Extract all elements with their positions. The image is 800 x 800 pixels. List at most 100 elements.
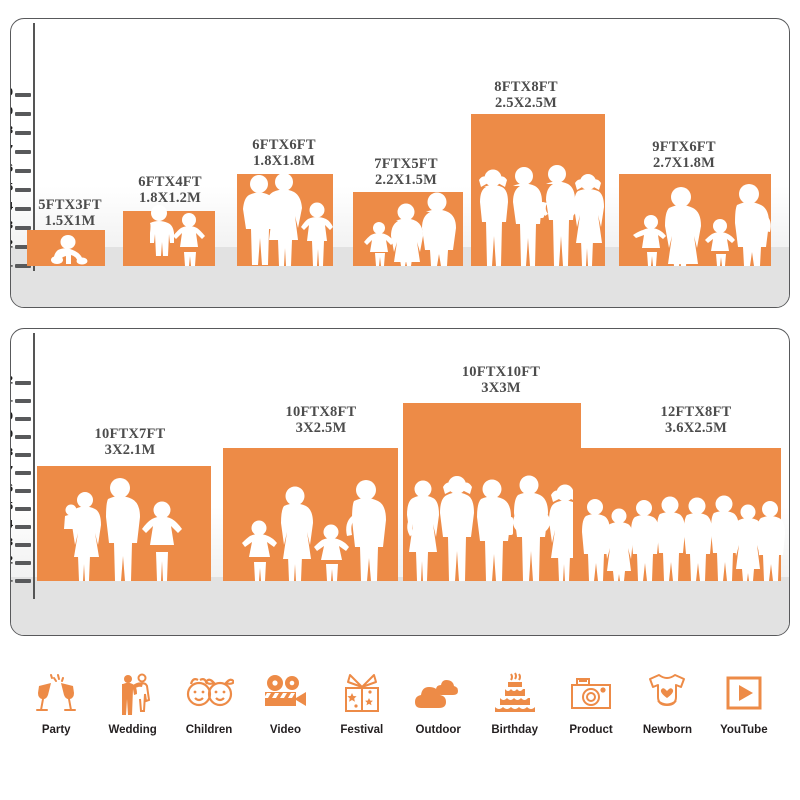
chart1-ytick-3: 3 bbox=[11, 220, 31, 231]
bar-caption-9ftx6ft: 9FTX6FT 2.7X1.8M bbox=[619, 139, 749, 171]
chart-panel-large: 1 2 3 4 5 6 7 8 9 10 11 12 bbox=[10, 328, 790, 636]
figure-group-baby bbox=[27, 234, 105, 266]
birthday-cake-icon bbox=[492, 668, 538, 718]
figure-group-four-adults bbox=[471, 162, 605, 266]
figure-group-child-woman-man bbox=[353, 186, 463, 266]
camera-icon bbox=[569, 668, 613, 718]
use-case-newborn[interactable]: Newborn bbox=[629, 668, 705, 736]
bar-10ftx8ft bbox=[223, 448, 398, 581]
use-case-youtube[interactable]: YouTube bbox=[706, 668, 782, 736]
bar-caption-metric: 2.5X2.5M bbox=[494, 95, 557, 112]
figure-group-two-children bbox=[123, 204, 215, 266]
champagne-glasses-icon bbox=[34, 668, 78, 718]
bar-caption-6ftx6ft: 6FTX6FT 1.8X1.8M bbox=[229, 137, 339, 169]
figure-group-family-three bbox=[37, 476, 211, 581]
chart2-ytick-6: 6 bbox=[11, 483, 31, 494]
chart1-ytick-label-4: 4 bbox=[11, 201, 13, 212]
chart1-ytick-7: 7 bbox=[11, 144, 31, 155]
figure-group-crowd bbox=[573, 489, 785, 581]
bar-caption-imperial: 8FTX8FT bbox=[494, 79, 558, 95]
figure-group-five-adults bbox=[403, 471, 581, 581]
use-case-label: Birthday bbox=[491, 724, 538, 736]
use-case-label: Party bbox=[41, 724, 71, 736]
chart2-ytick-11: 11 bbox=[11, 393, 31, 404]
chart1-ytick-label-10: 10 bbox=[11, 87, 13, 98]
use-case-label: Newborn bbox=[642, 724, 693, 736]
chart2-ytick-1: 1 bbox=[11, 573, 31, 584]
play-button-icon bbox=[725, 668, 763, 718]
chart1-ytick-2: 2 bbox=[11, 239, 31, 250]
chart2-ytick-9: 9 bbox=[11, 429, 31, 440]
chart1-ytick-4: 4 bbox=[11, 201, 31, 212]
chart1-ytick-8: 8 bbox=[11, 125, 31, 136]
chart1-plot-area: 1 2 3 4 5 6 7 8 9 10 5FTX3FT 1.5X1 bbox=[11, 19, 789, 307]
use-case-party[interactable]: Party bbox=[18, 668, 94, 736]
chart1-ytick-label-3: 3 bbox=[11, 220, 13, 231]
use-case-festival[interactable]: Festival bbox=[324, 668, 400, 736]
bar-6ftx6ft bbox=[237, 173, 333, 266]
bar-caption-12ftx8ft: 12FTX8FT 3.6X2.5M bbox=[626, 404, 766, 436]
chart2-ytick-label-8: 8 bbox=[11, 447, 13, 458]
chart2-ytick-label-4: 4 bbox=[11, 519, 13, 530]
chart1-ytick-label-9: 9 bbox=[11, 106, 13, 117]
chart2-ytick-4: 4 bbox=[11, 519, 31, 530]
chart1-ytick-10: 10 bbox=[11, 87, 31, 98]
use-case-outdoor[interactable]: Outdoor bbox=[400, 668, 476, 736]
children-faces-icon bbox=[184, 668, 235, 718]
chart2-ytick-5: 5 bbox=[11, 501, 31, 512]
chart1-ytick-label-2: 2 bbox=[11, 239, 13, 250]
bar-10ftx7ft bbox=[37, 466, 211, 581]
movie-camera-icon bbox=[262, 668, 308, 718]
bar-10ftx10ft bbox=[403, 403, 581, 581]
bar-caption-metric: 3.6X2.5M bbox=[664, 420, 727, 437]
bar-caption-10ftx8ft: 10FTX8FT 3X2.5M bbox=[256, 404, 386, 436]
use-case-birthday[interactable]: Birthday bbox=[476, 668, 552, 736]
bar-caption-imperial: 6FTX6FT bbox=[252, 137, 316, 153]
bar-caption-imperial: 10FTX10FT bbox=[461, 364, 541, 380]
bar-caption-metric: 1.8X1.2M bbox=[138, 190, 201, 207]
chart1-ytick-1: 1 bbox=[11, 258, 31, 269]
use-case-wedding[interactable]: Wedding bbox=[94, 668, 170, 736]
chart2-ytick-label-3: 3 bbox=[11, 537, 13, 548]
chart2-ytick-label-7: 7 bbox=[11, 465, 13, 476]
chart1-ytick-6: 6 bbox=[11, 163, 31, 174]
chart2-ytick-8: 8 bbox=[11, 447, 31, 458]
chart1-ytick-label-6: 6 bbox=[11, 163, 13, 174]
chart2-ytick-label-11: 11 bbox=[11, 393, 13, 404]
chart1-ytick-label-7: 7 bbox=[11, 144, 13, 155]
chart1-y-axis bbox=[33, 23, 35, 271]
bar-caption-imperial: 10FTX7FT bbox=[94, 426, 166, 442]
bar-8ftx8ft bbox=[471, 114, 605, 266]
bar-caption-metric: 2.2X1.5M bbox=[374, 172, 437, 189]
use-case-children[interactable]: Children bbox=[171, 668, 247, 736]
bar-caption-6ftx4ft: 6FTX4FT 1.8X1.2M bbox=[115, 174, 225, 206]
bar-caption-metric: 1.5X1M bbox=[44, 213, 96, 230]
figure-group-family bbox=[619, 184, 771, 266]
use-case-video[interactable]: Video bbox=[247, 668, 323, 736]
chart2-plot-area: 1 2 3 4 5 6 7 8 9 10 11 12 bbox=[11, 329, 789, 635]
chart2-ytick-label-5: 5 bbox=[11, 501, 13, 512]
use-case-product[interactable]: Product bbox=[553, 668, 629, 736]
chart2-ytick-3: 3 bbox=[11, 537, 31, 548]
use-case-label: Video bbox=[269, 724, 301, 736]
figure-group-couple-child bbox=[237, 170, 333, 266]
bar-caption-imperial: 12FTX8FT bbox=[660, 404, 732, 420]
bar-caption-metric: 3X3M bbox=[481, 380, 521, 397]
bar-caption-10ftx7ft: 10FTX7FT 3X2.1M bbox=[65, 426, 195, 458]
chart2-ytick-label-10: 10 bbox=[11, 411, 13, 422]
chart2-floor bbox=[11, 577, 789, 635]
chart2-ytick-12: 12 bbox=[11, 375, 31, 386]
bar-caption-8ftx8ft: 8FTX8FT 2.5X2.5M bbox=[466, 79, 586, 111]
chart2-ytick-2: 2 bbox=[11, 555, 31, 566]
baby-onesie-icon bbox=[646, 668, 688, 718]
chart2-y-axis bbox=[33, 333, 35, 599]
bar-caption-10ftx10ft: 10FTX10FT 3X3M bbox=[431, 364, 571, 396]
use-case-strip: Party Wedding bbox=[18, 668, 782, 736]
chart2-ytick-label-1: 1 bbox=[11, 573, 13, 584]
use-case-label: Product bbox=[569, 724, 613, 736]
bar-caption-metric: 3X2.1M bbox=[104, 442, 156, 459]
bar-9ftx6ft bbox=[619, 174, 771, 266]
bar-5ftx3ft bbox=[27, 230, 105, 266]
chart-panel-small-medium: 1 2 3 4 5 6 7 8 9 10 5FTX3FT 1.5X1 bbox=[10, 18, 790, 308]
